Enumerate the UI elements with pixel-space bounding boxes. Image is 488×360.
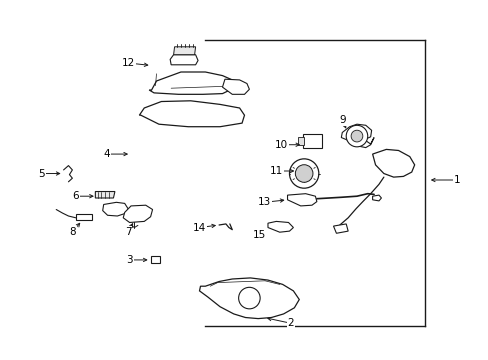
Polygon shape [139, 101, 244, 127]
Text: 14: 14 [192, 222, 206, 233]
Polygon shape [95, 192, 115, 198]
Text: 2: 2 [287, 318, 294, 328]
Text: 15: 15 [252, 230, 265, 240]
Text: 4: 4 [103, 149, 110, 159]
Polygon shape [102, 202, 128, 216]
Polygon shape [372, 195, 381, 201]
Text: 12: 12 [121, 58, 135, 68]
Text: 6: 6 [72, 191, 79, 201]
Text: 1: 1 [453, 175, 460, 185]
Circle shape [238, 287, 260, 309]
Polygon shape [333, 224, 347, 233]
Polygon shape [287, 194, 316, 206]
Polygon shape [76, 214, 92, 220]
Circle shape [295, 165, 312, 182]
Polygon shape [149, 72, 234, 94]
Text: 3: 3 [126, 255, 133, 265]
Polygon shape [173, 47, 195, 55]
Circle shape [289, 159, 318, 188]
Polygon shape [170, 55, 198, 65]
Text: 8: 8 [69, 227, 76, 237]
Polygon shape [298, 137, 304, 145]
Text: 5: 5 [38, 168, 45, 179]
Text: 10: 10 [274, 140, 287, 150]
Text: 7: 7 [124, 227, 131, 237]
Polygon shape [267, 221, 293, 232]
Polygon shape [222, 79, 249, 94]
Polygon shape [150, 256, 160, 263]
Polygon shape [341, 124, 373, 148]
Circle shape [350, 130, 362, 142]
Polygon shape [199, 278, 299, 319]
Text: 13: 13 [257, 197, 270, 207]
Polygon shape [303, 134, 321, 148]
Polygon shape [123, 205, 152, 222]
Text: 9: 9 [338, 114, 345, 125]
Polygon shape [372, 149, 414, 177]
Text: 11: 11 [269, 166, 283, 176]
Circle shape [346, 125, 367, 147]
